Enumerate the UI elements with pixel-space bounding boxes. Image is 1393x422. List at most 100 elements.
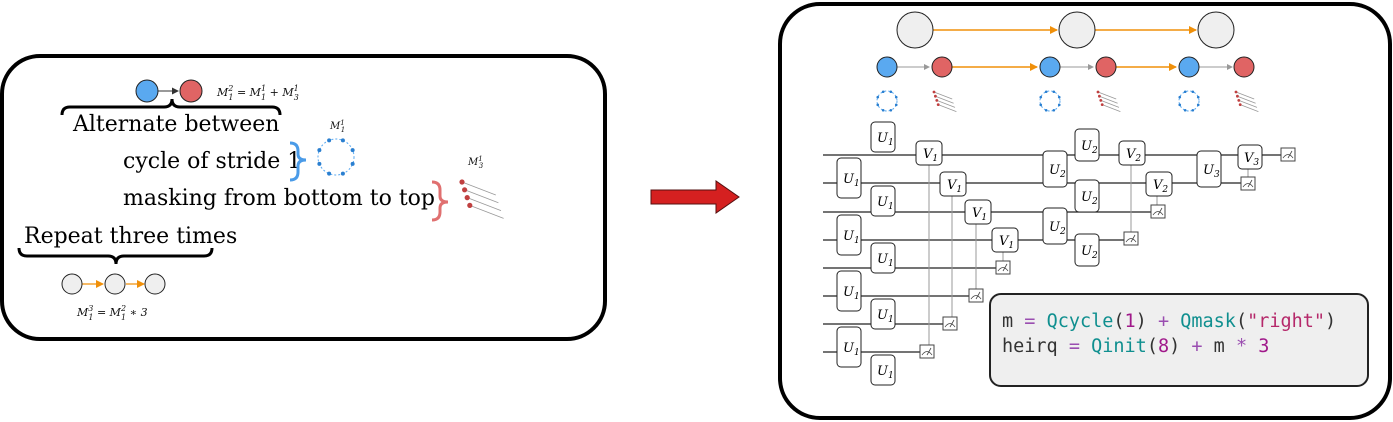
gate-v3: V3 <box>1237 144 1263 170</box>
qubit-dot <box>459 179 465 185</box>
qubit-dot <box>1052 90 1056 94</box>
qubit-dot <box>1057 95 1061 99</box>
qubit-dot <box>1057 103 1061 107</box>
qubit-dot <box>934 94 937 98</box>
code-token: Qmask <box>1180 311 1236 332</box>
gate-u1: U1 <box>870 354 896 386</box>
gate-u2: U2 <box>1042 150 1068 188</box>
qubit-dot <box>1178 95 1182 99</box>
code-token: 8 <box>1157 336 1170 357</box>
qubit-dot <box>1098 94 1101 98</box>
alternate-brace <box>60 98 282 116</box>
cycle-motif-graph <box>1039 90 1061 112</box>
gate-u1: U1 <box>870 298 896 330</box>
gate-v2: V2 <box>1118 140 1146 166</box>
qubit-dot <box>350 161 355 166</box>
qubit-dot <box>876 95 880 99</box>
qubit-dot <box>467 202 473 208</box>
gate-v1: V1 <box>964 199 992 225</box>
qubit-dot <box>464 195 470 201</box>
qubit-dot <box>1099 99 1103 102</box>
gate-u2: U2 <box>1042 207 1068 245</box>
code-token: 1 <box>1124 311 1136 332</box>
qubit-dot <box>935 99 939 102</box>
mask-motif-graph <box>932 90 957 112</box>
gate-v1: V1 <box>939 171 967 197</box>
qubit-dot <box>1100 103 1104 106</box>
qubit-dot <box>1196 103 1200 107</box>
level-2-graph <box>876 56 1255 78</box>
quantum-circuit: U1U1U1U1U1U1U1U1U1V1V1V1V1U2U2U2U2U2V2V2… <box>823 121 1296 386</box>
qubit-dot <box>1196 95 1200 99</box>
code-token: Qinit <box>1091 336 1147 357</box>
mask-motif-graph <box>1234 90 1259 112</box>
qubit-dot <box>1237 99 1241 102</box>
qubit-dot <box>894 95 898 99</box>
qubit-dot <box>327 138 332 143</box>
code-token: + <box>1191 336 1203 357</box>
qubit-dot <box>932 90 936 94</box>
measurement-icon <box>968 288 984 303</box>
gate-u1: U1 <box>836 270 862 312</box>
gate-v1: V1 <box>915 140 943 166</box>
mask-item-label: masking from bottom to top <box>123 186 435 211</box>
measurement-icon <box>1280 147 1296 162</box>
qubit-dot <box>1183 90 1187 94</box>
gate-v1: V1 <box>991 227 1019 253</box>
code-token: + <box>1157 311 1170 332</box>
red-node <box>179 79 203 103</box>
repeat-label: Repeat three times <box>24 224 237 249</box>
qubit-dot <box>1044 90 1048 94</box>
qubit-dot <box>889 108 893 112</box>
level-1-motifs <box>876 90 1259 112</box>
blue-node <box>1178 56 1200 78</box>
cycle-motif-graph <box>1178 90 1200 112</box>
grey-node <box>61 273 83 295</box>
svg-text:M11: M1 1 <box>329 119 345 134</box>
qubit-dot <box>317 148 322 153</box>
measurement-icon <box>1150 204 1166 219</box>
qubit-dot <box>1039 103 1043 107</box>
cycle-brace <box>289 141 307 182</box>
grey-node <box>144 273 166 295</box>
gate-u3: U3 <box>1196 150 1222 188</box>
cycle-motif-graph <box>876 90 898 112</box>
gate-u1: U1 <box>836 214 862 256</box>
code-token: = <box>1024 311 1036 332</box>
qubit-dot <box>1191 90 1195 94</box>
gate-u1: U1 <box>870 242 896 274</box>
qubit-dot <box>317 161 322 166</box>
measurement-icon <box>942 316 958 331</box>
mask-motif: M1 3 <box>459 155 504 219</box>
mask-motif-graph <box>1096 90 1121 112</box>
code-token: * <box>1235 336 1248 357</box>
code-token: 3 <box>1258 336 1270 357</box>
code-line-1: m = Qcycle(1) + Qmask("right") <box>1002 311 1337 332</box>
transform-arrow <box>650 180 740 214</box>
svg-text:M13: M1 3 <box>467 155 484 170</box>
code-token: heirq <box>1002 336 1058 357</box>
grey-node <box>1197 11 1235 49</box>
qubit-dot <box>340 171 345 176</box>
qubit-dot <box>1052 108 1056 112</box>
qubit-dot <box>1044 108 1048 112</box>
qubit-dot <box>1236 94 1239 98</box>
grey-node <box>896 11 934 49</box>
qubit-dot <box>350 148 355 153</box>
level-3-graph <box>896 11 1235 49</box>
cycle-item-label: cycle of stride 1 <box>123 149 301 174</box>
gate-u2: U2 <box>1074 179 1100 213</box>
code-token: Qcycle <box>1046 311 1114 332</box>
gate-v2: V2 <box>1145 171 1173 197</box>
blue-node <box>135 79 159 103</box>
mask-motif-graph <box>459 179 504 219</box>
qubit-dot <box>327 171 332 176</box>
bottom-equation: M3 1 = M2 1 ∗ 3 <box>76 304 148 322</box>
blue-node <box>1039 56 1061 78</box>
left-panel <box>0 54 607 341</box>
red-node <box>931 56 953 78</box>
gate-u1: U1 <box>836 326 862 368</box>
qubit-dot <box>1238 103 1242 106</box>
qubit-dot <box>881 108 885 112</box>
top-equation: M2 1 = M1 1 + M1 3 <box>216 84 299 102</box>
